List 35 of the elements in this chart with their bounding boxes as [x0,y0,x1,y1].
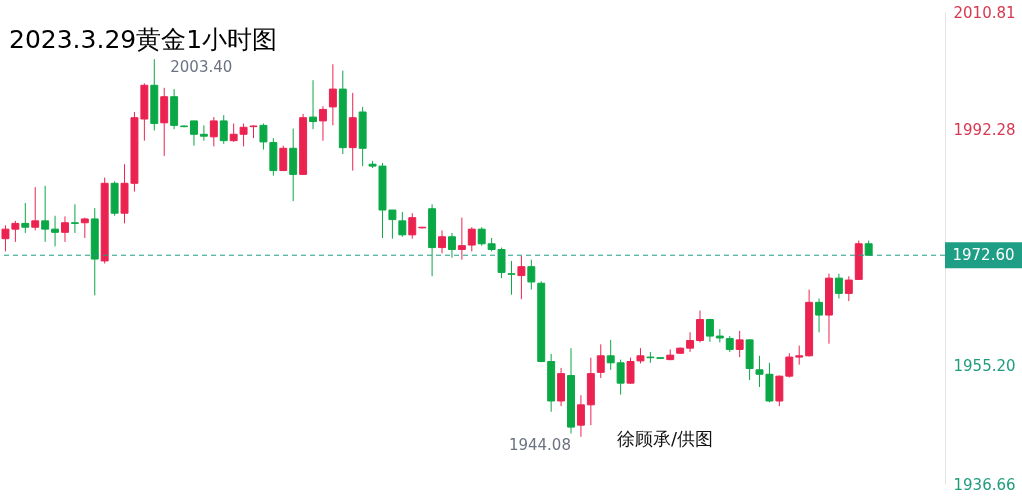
candlestick [418,226,427,229]
y-tick-label: 1955.20 [953,357,1016,376]
candlestick [398,211,407,238]
candlestick [517,255,526,300]
annotation: 徐顾承/供图 [617,428,714,449]
candlestick [735,330,744,358]
candlestick [785,352,794,378]
candlestick [21,202,30,234]
candlestick [180,124,189,128]
y-tick-label: 2010.81 [953,3,1016,22]
ref-line-label: 1972.60 [952,246,1015,265]
candlestick [219,114,228,145]
candlestick [70,203,79,234]
candlestick [596,343,605,379]
candlestick [527,259,536,291]
y-tick-label: 1992.28 [953,121,1016,140]
candlestick [80,217,89,239]
candlestick [31,186,40,231]
candlestick [249,124,258,139]
annotation: 2003.40 [170,58,233,77]
candlestick [358,106,367,167]
candlestick [477,226,486,247]
candlestick [745,338,754,381]
candlestick [725,335,734,353]
text: 2023.3.29黄金1小时图 [9,25,278,54]
candlestick [715,328,724,343]
candlestick [51,215,60,247]
annotation: 1944.08 [508,435,571,454]
y-tick-label: 1936.66 [953,475,1016,494]
candlestick [408,212,417,240]
candlestick [507,260,516,296]
candlestick [844,275,853,302]
candlestick [467,226,476,252]
candlestick [110,180,119,217]
candlestick [795,345,804,366]
